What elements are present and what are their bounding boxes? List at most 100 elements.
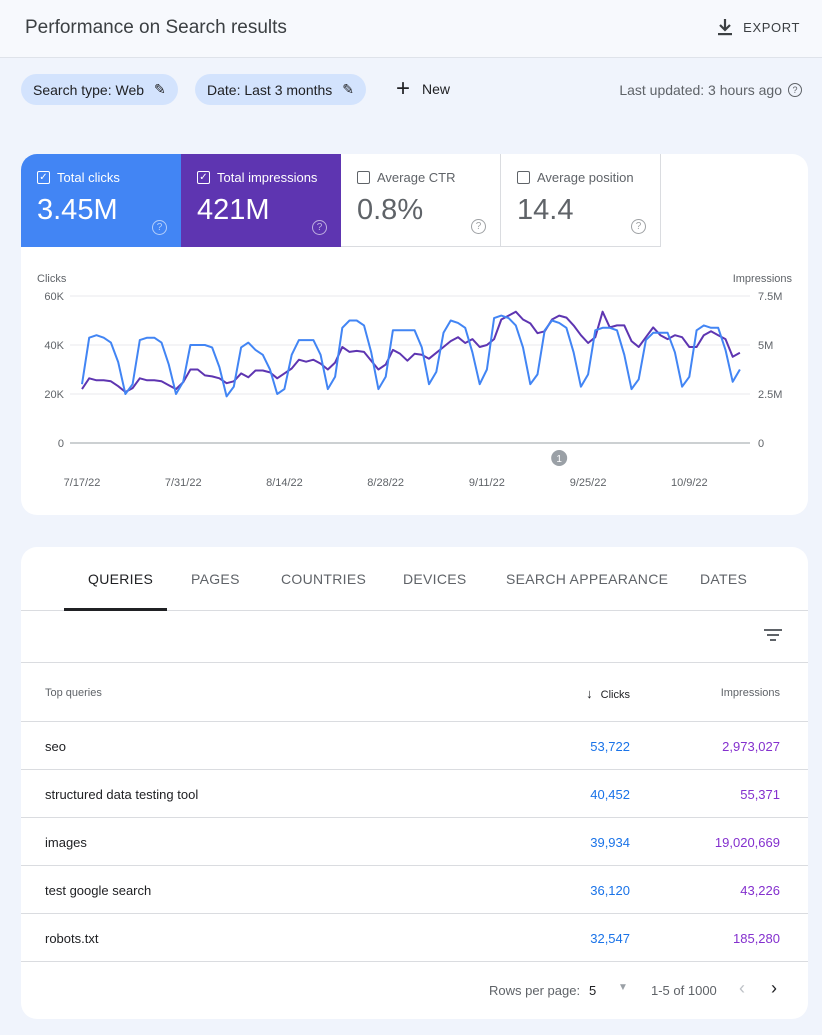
query-cell: robots.txt (45, 931, 99, 946)
metric-average-position[interactable]: Average position 14.4 ? (501, 154, 661, 247)
impressions-cell: 185,280 (733, 931, 780, 946)
table-row[interactable]: images 39,934 19,020,669 (21, 818, 808, 866)
metric-value: 3.45M (37, 194, 118, 226)
tab-queries[interactable]: QUERIES (88, 571, 154, 587)
new-filter-button[interactable]: + New (396, 75, 451, 102)
plus-icon: + (396, 75, 411, 102)
annotation-marker (551, 450, 568, 466)
table-toolbar (21, 611, 808, 663)
help-icon[interactable]: ? (471, 219, 486, 234)
query-cell: structured data testing tool (45, 787, 199, 802)
left-axis-title: Clicks (37, 273, 67, 285)
series-line-clicks (81, 314, 741, 398)
performance-chart-card: ✓ Total clicks 3.45M ? ✓ Total impressions… (21, 154, 808, 515)
export-label: EXPORT (743, 19, 800, 35)
column-header-impressions[interactable]: Impressions (720, 687, 780, 699)
queries-table-card: QUERIES PAGES COUNTRIES DEVICES SEARCH A… (21, 547, 808, 1019)
x-tick-label: 8/28/22 (367, 477, 404, 489)
pencil-icon: ✎ (342, 81, 355, 97)
filter-icon[interactable] (764, 628, 782, 642)
x-tick-label: 7/17/22 (64, 477, 101, 489)
metric-total-clicks[interactable]: ✓ Total clicks 3.45M ? (21, 154, 181, 247)
metric-value: 0.8% (357, 194, 424, 226)
left-tick-label: 20K (44, 389, 64, 401)
impressions-cell: 19,020,669 (714, 835, 780, 850)
metric-total-impressions[interactable]: ✓ Total impressions 421M ? (181, 154, 341, 247)
clicks-cell: 36,120 (590, 883, 630, 898)
tab-dates[interactable]: DATES (700, 571, 748, 587)
query-cell: test google search (45, 883, 152, 898)
last-updated: Last updated: 3 hours ago ? (619, 82, 802, 98)
clicks-cell: 53,722 (590, 739, 630, 754)
sort-down-arrow-icon: ↓ (586, 686, 593, 701)
tab-pages[interactable]: PAGES (191, 571, 240, 587)
search-type-label: Search type: Web (33, 81, 145, 98)
table-row[interactable]: robots.txt 32,547 185,280 (21, 914, 808, 962)
metric-label: Average position (537, 170, 634, 185)
clicks-cell: 39,934 (590, 835, 630, 850)
pagination: Rows per page: 5 ▼ 1-5 of 1000 ‹ › (21, 962, 808, 1019)
left-tick-label: 40K (44, 340, 64, 352)
table-row[interactable]: test google search 36,120 43,226 (21, 866, 808, 914)
last-updated-text: Last updated: 3 hours ago (619, 82, 782, 98)
right-tick-label: 0 (758, 438, 764, 450)
checkbox-icon[interactable] (517, 171, 530, 184)
metric-label: Total impressions (217, 170, 318, 185)
left-tick-label: 60K (44, 291, 64, 303)
next-page-icon[interactable]: › (771, 978, 777, 998)
help-icon[interactable]: ? (788, 83, 802, 97)
query-cell: images (45, 835, 87, 850)
table-row[interactable]: structured data testing tool 40,452 55,371 (21, 770, 808, 818)
rows-per-page-label: Rows per page: (489, 983, 581, 998)
clicks-header-label: Clicks (600, 689, 630, 701)
active-tab-indicator (64, 608, 167, 611)
performance-chart: Clicks Impressions 0 0 20K 2.5M 40K 5M 60K 7.5M 7/… (37, 273, 793, 489)
page-range: 1-5 of 1000 (651, 983, 717, 998)
impressions-cell: 43,226 (740, 883, 780, 898)
rows-per-page-select[interactable]: 5 (589, 983, 597, 998)
tab-devices[interactable]: DEVICES (403, 571, 467, 587)
search-type-filter-chip[interactable]: Search type: Web ✎ (21, 74, 178, 105)
download-icon (718, 19, 733, 36)
help-icon[interactable]: ? (631, 219, 646, 234)
right-axis-title: Impressions (733, 273, 793, 285)
clicks-cell: 40,452 (590, 787, 630, 802)
checkbox-checked-icon[interactable]: ✓ (197, 171, 210, 184)
date-filter-chip[interactable]: Date: Last 3 months ✎ (195, 74, 367, 105)
series-line-impressions (81, 310, 741, 393)
right-tick-label: 5M (758, 340, 773, 352)
metric-label: Total clicks (57, 170, 120, 185)
table-row[interactable]: seo 53,722 2,973,027 (21, 722, 808, 770)
metric-value: 14.4 (517, 194, 574, 226)
column-header-clicks[interactable]: ↓ Clicks (586, 686, 630, 701)
x-tick-label: 7/31/22 (165, 477, 202, 489)
x-tick-label: 8/14/22 (266, 477, 303, 489)
x-tick-label: 9/25/22 (570, 477, 607, 489)
pencil-icon: ✎ (154, 81, 166, 97)
date-label: Date: Last 3 months (207, 81, 333, 98)
help-icon[interactable]: ? (152, 220, 167, 235)
x-tick-label: 9/11/22 (469, 477, 505, 489)
query-cell: seo (45, 739, 66, 754)
tab-bar: QUERIES PAGES COUNTRIES DEVICES SEARCH A… (21, 547, 808, 611)
metric-average-ctr[interactable]: Average CTR 0.8% ? (341, 154, 501, 247)
checkbox-checked-icon[interactable]: ✓ (37, 171, 50, 184)
impressions-cell: 55,371 (740, 787, 780, 802)
right-tick-label: 2.5M (758, 389, 782, 401)
help-icon[interactable]: ? (312, 220, 327, 235)
dropdown-arrow-icon[interactable]: ▼ (618, 982, 628, 993)
clicks-cell: 32,547 (590, 931, 630, 946)
metric-value: 421M (197, 194, 270, 226)
impressions-cell: 2,973,027 (722, 739, 780, 754)
export-button[interactable]: EXPORT (717, 18, 800, 36)
checkbox-icon[interactable] (357, 171, 370, 184)
previous-page-icon[interactable]: ‹ (739, 978, 745, 998)
tab-countries[interactable]: COUNTRIES (281, 571, 367, 587)
annotation-label: 1 (556, 454, 562, 465)
table-header-row: Top queries ↓ Clicks Impressions (21, 664, 808, 722)
tab-search-appearance[interactable]: SEARCH APPEARANCE (506, 571, 669, 587)
column-header-query[interactable]: Top queries (45, 687, 102, 699)
page-title: Performance on Search results (25, 17, 287, 38)
right-tick-label: 7.5M (758, 291, 782, 303)
new-label: New (422, 81, 451, 97)
